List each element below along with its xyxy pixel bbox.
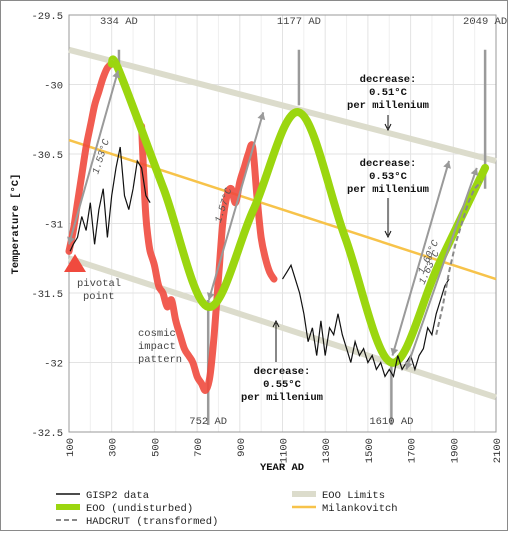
x-tick-100: 100 bbox=[65, 438, 77, 457]
legend: GISP2 data EOO (undisturbed) HADCRUT (tr… bbox=[56, 490, 398, 528]
decrease-upper-3: per millenium bbox=[347, 100, 429, 112]
impact-segment-1 bbox=[65, 60, 116, 255]
x-tick-1700: 1700 bbox=[407, 438, 419, 463]
rate-arrow-head bbox=[443, 160, 451, 169]
y-tick: -30 bbox=[44, 81, 63, 93]
x-tick-700: 700 bbox=[193, 438, 205, 457]
plot-area bbox=[68, 14, 497, 433]
x-tick-2100: 2100 bbox=[492, 438, 504, 463]
x-tick-900: 900 bbox=[236, 438, 248, 457]
cosmic-impact-line bbox=[65, 60, 278, 394]
x-axis-label: YEAR AD bbox=[260, 462, 304, 474]
x-tick-labels: 100 300 500 700 900 1100 1300 1500 1700 1900 2100 bbox=[65, 438, 504, 463]
legend-label-milankovitch: Milankovitch bbox=[322, 503, 398, 515]
decrease-mid-3: per millenium bbox=[347, 184, 429, 196]
gisp2-line bbox=[69, 146, 450, 379]
rate-arrow-line bbox=[68, 70, 120, 245]
rate-arrow-tail bbox=[67, 236, 75, 245]
pivotal-label-1: pivotal bbox=[77, 278, 121, 290]
year-guides: 334 AD 1177 AD 2049 AD 752 AD 1610 AD bbox=[100, 16, 507, 428]
pivotal-label-2: point bbox=[83, 291, 115, 303]
pivotal-point-marker bbox=[64, 254, 86, 272]
x-tick-500: 500 bbox=[150, 438, 162, 457]
eoo-series bbox=[107, 55, 490, 367]
rate-arrow-head bbox=[257, 112, 266, 121]
decrease-upper-2: 0.51°C bbox=[369, 87, 408, 99]
rate-arrow-tail bbox=[404, 361, 413, 370]
rate-arrow-head bbox=[470, 167, 479, 176]
y-tick: -32.5 bbox=[31, 428, 63, 440]
decrease-pointers bbox=[272, 115, 392, 362]
x-tick-300: 300 bbox=[108, 438, 120, 457]
hadcrut-series bbox=[435, 181, 482, 335]
decrease-lower-3: per millenium bbox=[241, 392, 323, 404]
cosmic-label-3: pattern bbox=[138, 354, 182, 366]
eoo-limit-lower bbox=[68, 255, 497, 401]
x-tick-1300: 1300 bbox=[321, 438, 333, 463]
y-tick: -32 bbox=[44, 359, 63, 371]
rate-arrow-line bbox=[391, 160, 450, 356]
cosmic-label-2: impact bbox=[138, 341, 176, 353]
y-tick: -31 bbox=[44, 220, 63, 232]
x-tick-1900: 1900 bbox=[449, 438, 461, 463]
year-label: 2049 AD bbox=[463, 16, 507, 28]
year-label: 1610 AD bbox=[369, 416, 413, 428]
decrease-lower-1: decrease: bbox=[254, 366, 311, 378]
rate-arrow-tail bbox=[206, 292, 215, 300]
impact-segment-2 bbox=[138, 122, 278, 394]
y-tick: -30.5 bbox=[31, 150, 63, 162]
year-label: 1177 AD bbox=[277, 16, 321, 28]
decrease-lower-2: 0.55°C bbox=[263, 379, 302, 391]
x-tick-1500: 1500 bbox=[364, 438, 376, 463]
rate-arrow-line bbox=[207, 112, 265, 301]
y-tick: -31.5 bbox=[31, 289, 63, 301]
rate-arrow-line bbox=[405, 167, 478, 370]
eoo-curve bbox=[107, 55, 490, 367]
decrease-mid-2: 0.53°C bbox=[369, 171, 408, 183]
gisp2-segment-2 bbox=[281, 263, 450, 379]
cosmic-label-1: cosmic bbox=[138, 328, 176, 340]
legend-label-eoo: EOO (undisturbed) bbox=[86, 503, 193, 515]
y-axis-label: Temperature [°C] bbox=[10, 174, 22, 275]
eoo-limits bbox=[68, 46, 497, 401]
year-label: 334 AD bbox=[100, 16, 138, 28]
gisp2-segment-1 bbox=[69, 146, 151, 252]
hadcrut-line bbox=[435, 181, 482, 335]
decrease-upper-1: decrease: bbox=[360, 74, 417, 86]
legend-label-eoo-limits: EOO Limits bbox=[322, 490, 385, 502]
y-tick: -29.5 bbox=[31, 11, 63, 23]
y-tick-labels: -29.5 -30 -30.5 -31 -31.5 -32 -32.5 bbox=[31, 11, 63, 440]
x-tick-1100: 1100 bbox=[279, 438, 291, 463]
decrease-mid-1: decrease: bbox=[360, 158, 417, 170]
rate-arrow-head bbox=[112, 70, 121, 79]
eoo-limit-upper bbox=[68, 46, 497, 164]
rate-arrow-tail bbox=[390, 347, 399, 356]
legend-label-hadcrut: HADCRUT (transformed) bbox=[86, 516, 218, 528]
year-label: 752 AD bbox=[189, 416, 227, 428]
legend-label-gisp2: GISP2 data bbox=[86, 490, 149, 502]
